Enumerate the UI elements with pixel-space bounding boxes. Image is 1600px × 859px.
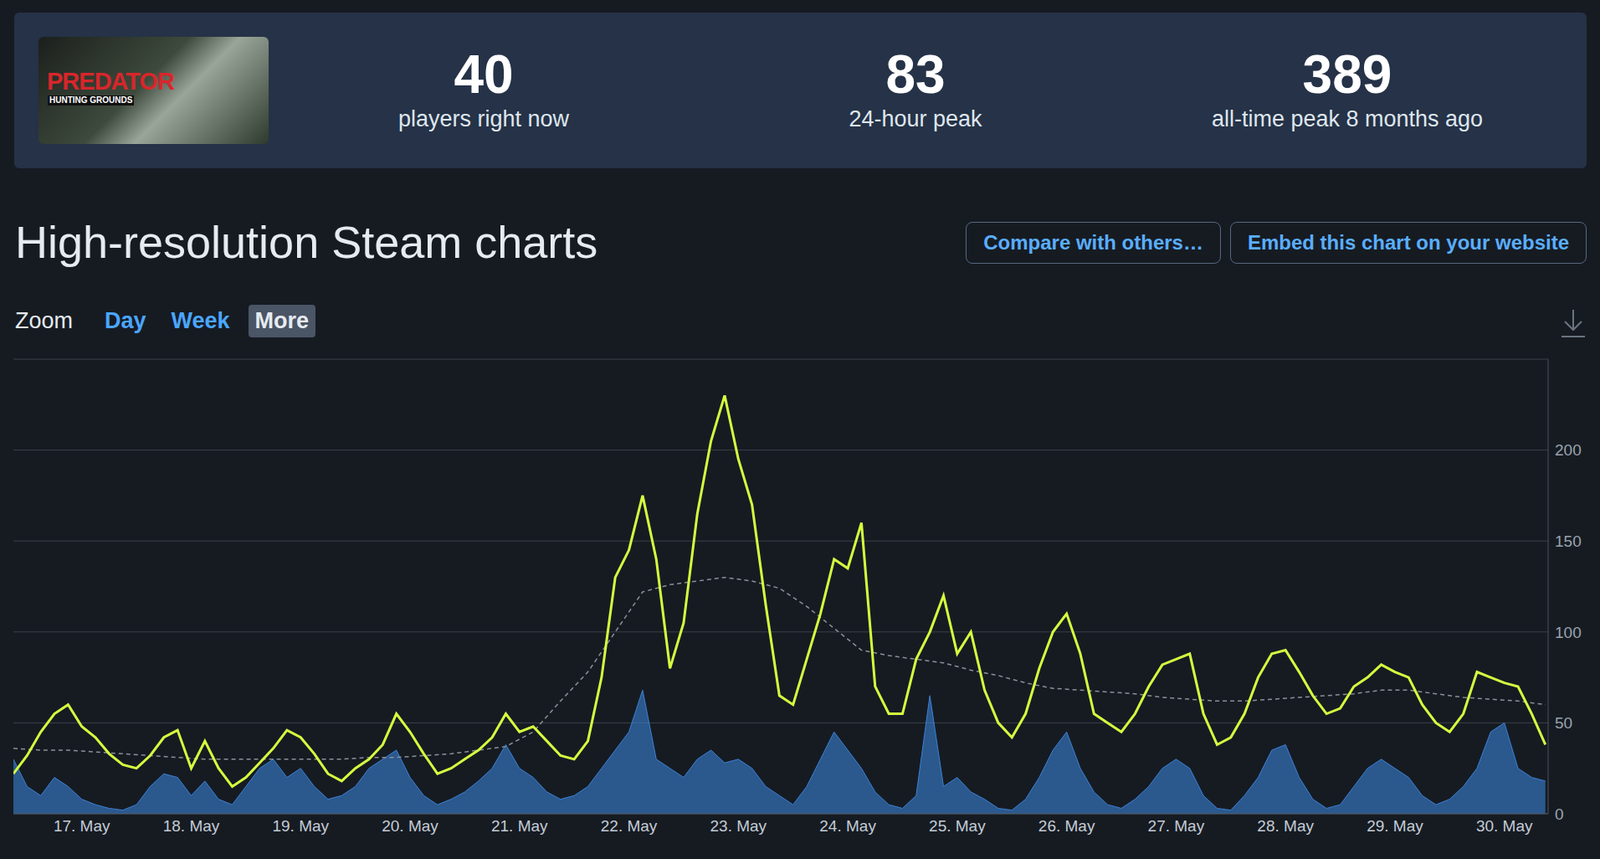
svg-text:150: 150 [1554,532,1582,550]
svg-text:19. May: 19. May [271,816,329,835]
svg-text:26. May: 26. May [1038,816,1096,835]
html-text:players right now: players right now [398,106,570,132]
svg-text:27. May: 27. May [1148,816,1206,835]
svg-text:200: 200 [1554,441,1582,459]
html-text:83: 83 [885,44,946,105]
html-text:More: More [254,307,309,333]
svg-text:100: 100 [1554,623,1582,642]
svg-text:21. May: 21. May [491,816,549,835]
svg-text:28. May: 28. May [1256,816,1314,835]
svg-text:23. May: 23. May [710,816,768,835]
svg-text:25. May: 25. May [928,816,986,835]
svg-text:22. May: 22. May [600,816,658,835]
svg-text:20. May: 20. May [381,816,439,835]
html-text:HUNTING GROUNDS: HUNTING GROUNDS [49,95,133,105]
svg-text:24. May: 24. May [819,816,877,835]
html-text:Week: Week [171,307,230,333]
html-text:Day: Day [104,307,147,333]
svg-text:17. May: 17. May [53,816,111,835]
svg-text:0: 0 [1554,805,1565,823]
html-text:PREDATOR: PREDATOR [46,67,175,95]
svg-text:18. May: 18. May [163,816,221,835]
html-text:Embed this chart on your websi: Embed this chart on your website [1247,230,1570,254]
html-text:High-resolution Steam charts: High-resolution Steam charts [15,216,598,267]
svg-text:30. May: 30. May [1476,816,1534,835]
html-text:all-time peak 8 months ago: all-time peak 8 months ago [1211,106,1483,132]
svg-text:29. May: 29. May [1366,816,1424,835]
html-text:40: 40 [453,44,514,105]
html-text:389: 389 [1302,44,1392,105]
svg-text:50: 50 [1554,713,1573,732]
html-text:Zoom: Zoom [15,307,73,333]
html-text:Compare with others…: Compare with others… [983,230,1204,254]
html-text:24-hour peak: 24-hour peak [848,106,983,132]
